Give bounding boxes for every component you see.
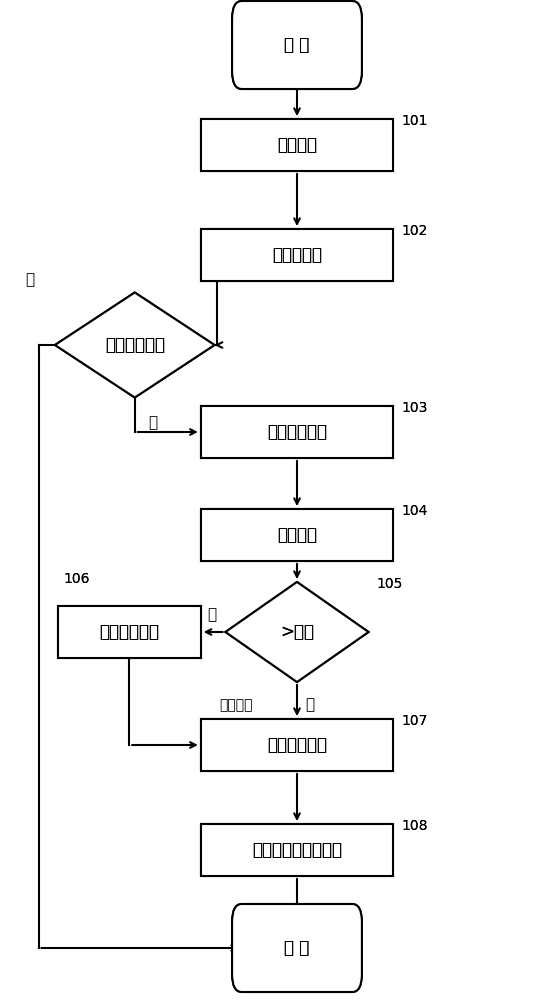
Text: 是: 是 <box>207 607 216 622</box>
Text: 108: 108 <box>402 819 428 833</box>
Bar <box>201 824 393 876</box>
Text: 106: 106 <box>63 572 90 586</box>
Text: 图像特征提取: 图像特征提取 <box>267 423 327 441</box>
Bar <box>201 509 393 561</box>
Text: 否: 否 <box>305 698 315 712</box>
Text: 102: 102 <box>402 224 428 238</box>
Text: 缺陷识别: 缺陷识别 <box>277 526 317 544</box>
Bar <box>201 229 393 281</box>
Text: 图像预处理: 图像预处理 <box>272 246 322 264</box>
Text: 开 始: 开 始 <box>284 36 310 54</box>
Text: 机器学习反馈: 机器学习反馈 <box>267 736 327 754</box>
Text: 103: 103 <box>402 401 428 415</box>
Bar <box>201 719 393 771</box>
FancyBboxPatch shape <box>232 904 362 992</box>
Text: 结 束: 结 束 <box>284 939 310 957</box>
Text: 108: 108 <box>402 819 428 833</box>
Text: 机器学习反馈: 机器学习反馈 <box>267 736 327 754</box>
Bar <box>201 509 393 561</box>
Text: 107: 107 <box>402 714 428 728</box>
Text: >阈値: >阈値 <box>280 623 314 641</box>
Text: 图像采集: 图像采集 <box>277 136 317 154</box>
Bar <box>201 406 393 458</box>
Bar <box>201 719 393 771</box>
Text: 106: 106 <box>63 572 90 586</box>
Bar <box>201 406 393 458</box>
Bar <box>201 119 393 171</box>
Bar <box>201 229 393 281</box>
Bar <box>58 606 201 658</box>
Text: 101: 101 <box>402 114 428 128</box>
Text: 更新样品训练数据库: 更新样品训练数据库 <box>252 841 342 859</box>
Text: 缺陷识别: 缺陷识别 <box>277 526 317 544</box>
Text: 存在高亮区域: 存在高亮区域 <box>104 336 165 354</box>
Text: 更新样品训练数据库: 更新样品训练数据库 <box>252 841 342 859</box>
Text: 存在高亮区域: 存在高亮区域 <box>104 336 165 354</box>
Text: 是: 是 <box>148 415 158 430</box>
Bar <box>201 824 393 876</box>
Text: 工件存在缺陷: 工件存在缺陷 <box>99 623 160 641</box>
Text: 图像预处理: 图像预处理 <box>272 246 322 264</box>
Text: 否: 否 <box>26 272 35 288</box>
Text: 101: 101 <box>402 114 428 128</box>
FancyBboxPatch shape <box>232 904 362 992</box>
Polygon shape <box>55 292 215 397</box>
FancyBboxPatch shape <box>232 1 362 89</box>
Polygon shape <box>226 582 368 682</box>
Text: 图像采集: 图像采集 <box>277 136 317 154</box>
Text: 104: 104 <box>402 504 428 518</box>
Text: 结 束: 结 束 <box>284 939 310 957</box>
Text: 105: 105 <box>377 577 403 591</box>
Polygon shape <box>226 582 368 682</box>
FancyBboxPatch shape <box>232 1 362 89</box>
Text: 人工识别: 人工识别 <box>219 698 253 712</box>
Text: 工件存在缺陷: 工件存在缺陷 <box>99 623 160 641</box>
Text: 107: 107 <box>402 714 428 728</box>
Bar <box>58 606 201 658</box>
Text: 图像特征提取: 图像特征提取 <box>267 423 327 441</box>
Text: 102: 102 <box>402 224 428 238</box>
Polygon shape <box>55 292 215 397</box>
Text: >阈値: >阈値 <box>280 623 314 641</box>
Text: 105: 105 <box>377 577 403 591</box>
Text: 开 始: 开 始 <box>284 36 310 54</box>
Bar <box>201 119 393 171</box>
Text: 103: 103 <box>402 401 428 415</box>
Text: 104: 104 <box>402 504 428 518</box>
